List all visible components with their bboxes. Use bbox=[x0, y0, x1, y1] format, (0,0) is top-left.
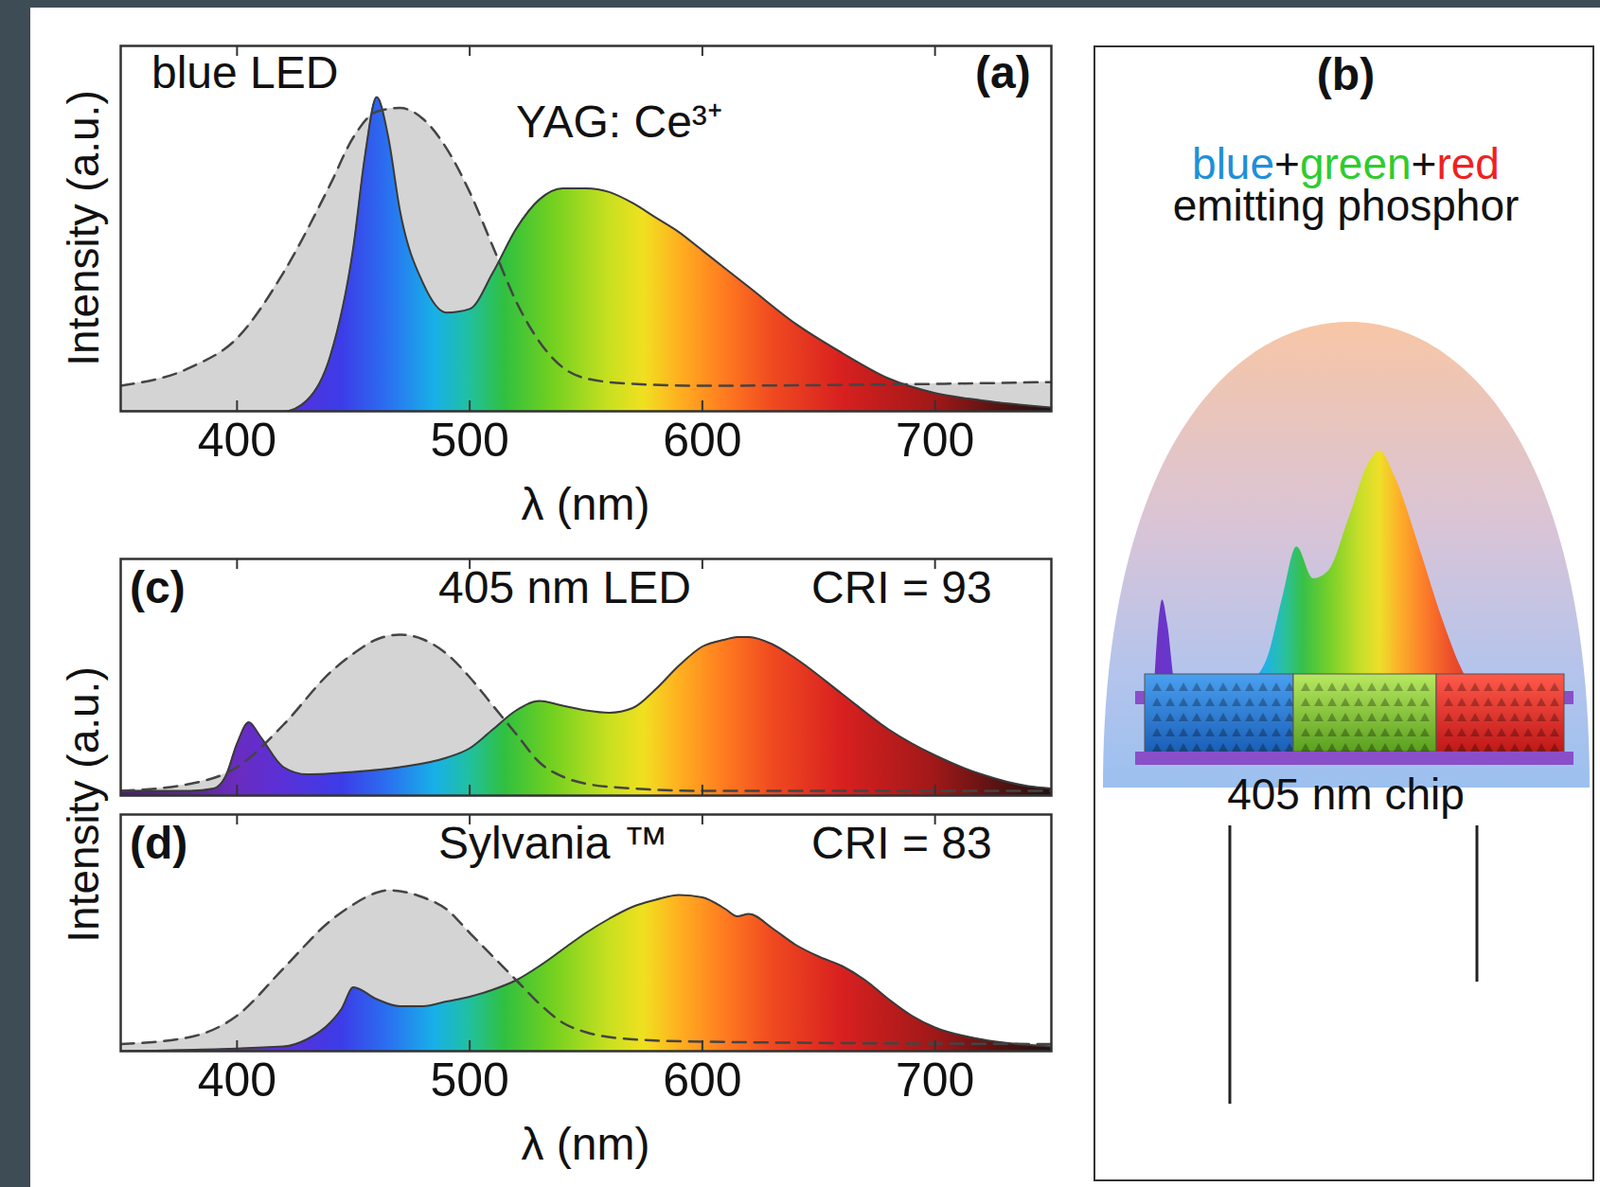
svg-text:500: 500 bbox=[429, 1053, 509, 1107]
html-text:CRI = 83: CRI = 83 bbox=[811, 817, 992, 869]
svg-text:700: 700 bbox=[895, 413, 975, 467]
svg-text:400: 400 bbox=[197, 1053, 277, 1107]
html-text:CRI = 93: CRI = 93 bbox=[811, 562, 992, 613]
html-text:Intensity (a.u.): Intensity (a.u.) bbox=[58, 666, 108, 943]
html-text:(a): (a) bbox=[975, 47, 1031, 98]
html-text:λ (nm): λ (nm) bbox=[521, 1119, 650, 1170]
html-text:emitting phosphor: emitting phosphor bbox=[1172, 180, 1519, 231]
html-text:Sylvania ™: Sylvania ™ bbox=[438, 817, 669, 869]
svg-text:700: 700 bbox=[895, 1053, 975, 1107]
svg-text:400: 400 bbox=[197, 413, 277, 467]
html-text:(d): (d) bbox=[129, 817, 188, 869]
svg-text:600: 600 bbox=[662, 1053, 742, 1107]
html-text:Intensity (a.u.): Intensity (a.u.) bbox=[58, 90, 108, 367]
html-text:405 nm chip: 405 nm chip bbox=[1227, 769, 1465, 819]
html-text:405 nm LED: 405 nm LED bbox=[438, 562, 691, 613]
svg-text:600: 600 bbox=[662, 413, 742, 467]
html-text:YAG: Ce³⁺: YAG: Ce³⁺ bbox=[515, 96, 723, 147]
html-text:blue + green + red: blue + green + red bbox=[1192, 139, 1500, 189]
html-text:(c): (c) bbox=[129, 562, 186, 613]
html-text:(b): (b) bbox=[1316, 49, 1375, 100]
html-text:λ (nm): λ (nm) bbox=[521, 479, 650, 530]
svg-text:500: 500 bbox=[429, 413, 509, 467]
html-text:blue LED: blue LED bbox=[151, 47, 339, 98]
